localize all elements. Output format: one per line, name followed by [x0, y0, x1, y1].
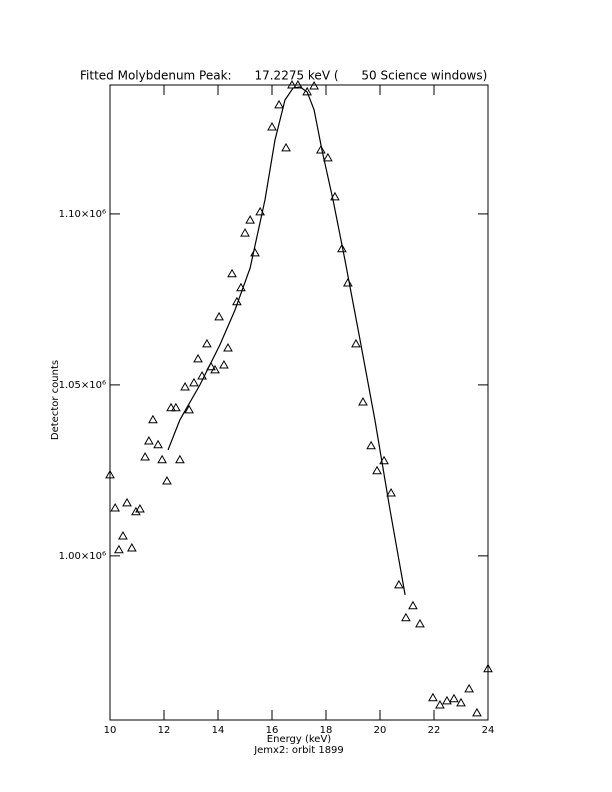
data-point — [472, 707, 482, 717]
data-point — [415, 618, 425, 628]
x-tick-label: 18 — [320, 725, 333, 736]
chart-title: Fitted Molybdenum Peak: 17.2275 keV ( 50… — [80, 69, 487, 83]
x-tick-label: 20 — [374, 725, 387, 736]
data-point — [287, 79, 297, 89]
data-point — [281, 142, 291, 152]
data-point — [202, 338, 212, 348]
data-point — [330, 191, 340, 201]
x-tick-label: 12 — [158, 725, 171, 736]
data-point — [343, 277, 353, 287]
data-point — [214, 311, 224, 321]
data-point — [316, 144, 326, 154]
y-tick-label: 1.05×10⁶ — [59, 380, 106, 391]
data-point — [127, 542, 137, 552]
data-point — [323, 152, 333, 162]
data-point — [442, 695, 452, 705]
data-point — [140, 452, 150, 461]
data-point — [157, 454, 167, 464]
data-point — [483, 663, 493, 673]
data-point — [148, 414, 158, 424]
x-tick-label: 14 — [212, 725, 225, 736]
data-point — [193, 353, 203, 363]
subtitle: Jemx2: orbit 1899 — [253, 745, 344, 756]
data-point — [293, 79, 303, 89]
data-point — [435, 699, 445, 709]
data-point — [131, 506, 141, 516]
data-point — [105, 469, 115, 479]
data-point — [223, 342, 233, 352]
data-point — [309, 81, 319, 90]
data-point — [171, 402, 181, 412]
data-point — [110, 502, 120, 512]
y-tick-label: 1.00×10⁶ — [59, 551, 106, 562]
data-point — [245, 215, 255, 224]
data-point — [227, 268, 237, 278]
data-point — [337, 243, 347, 253]
data-point — [267, 122, 277, 131]
data-point — [210, 364, 220, 374]
x-tick-label: 16 — [266, 725, 279, 736]
data-point — [372, 465, 382, 475]
y-axis-label: Detector counts — [50, 360, 61, 440]
data-point — [401, 612, 411, 622]
x-tick-label: 22 — [428, 725, 441, 736]
y-tick-label: 1.10×10⁶ — [59, 209, 106, 220]
data-point — [175, 454, 185, 464]
data-point — [250, 247, 260, 257]
data-point — [408, 600, 418, 610]
data-point — [302, 86, 312, 96]
data-point — [366, 440, 376, 450]
data-point — [144, 435, 154, 445]
data-point — [386, 487, 396, 497]
data-point — [180, 381, 190, 391]
data-point — [184, 404, 194, 414]
data-point — [219, 360, 229, 369]
data-point — [358, 396, 368, 406]
data-point — [394, 579, 404, 589]
data-point — [464, 683, 474, 693]
data-point — [166, 402, 176, 412]
data-point — [240, 228, 250, 237]
data-point — [351, 338, 361, 348]
data-point — [428, 692, 438, 702]
fit-line — [167, 86, 406, 595]
data-point — [456, 697, 466, 707]
x-tick-label: 24 — [482, 725, 495, 736]
data-point — [274, 99, 284, 109]
plot-frame — [109, 84, 489, 721]
data-point — [153, 439, 163, 449]
data-point — [189, 377, 199, 387]
data-point — [135, 504, 145, 513]
data-point — [162, 475, 172, 485]
x-axis-label: Energy (keV) — [267, 734, 332, 745]
data-point — [114, 544, 124, 554]
data-point — [449, 693, 459, 703]
data-point — [118, 531, 128, 540]
x-tick-label: 10 — [104, 725, 117, 736]
data-point — [122, 497, 132, 507]
